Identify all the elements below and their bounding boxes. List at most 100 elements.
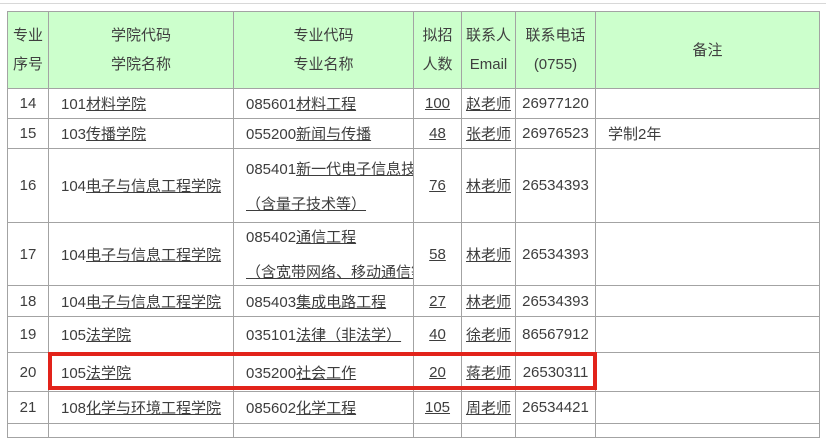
contact-cell: 林老师: [461, 285, 516, 317]
major-link[interactable]: 新闻与传播: [296, 126, 372, 143]
header-line: 拟招: [422, 27, 453, 44]
college-code: 104: [61, 178, 87, 195]
major-link[interactable]: 通信工程: [296, 229, 357, 246]
row-seq: 17: [7, 222, 49, 286]
major-line: 085401新一代电子信息技术: [246, 158, 413, 179]
college-link[interactable]: 法学院: [86, 327, 132, 344]
quota-cell: 76: [413, 148, 462, 223]
college-link[interactable]: 材料学院: [86, 96, 147, 113]
major-note-link[interactable]: （含宽带网络、移动通信等）: [246, 264, 413, 281]
major-line: 085602化学工程: [246, 397, 407, 418]
remark-cell: [595, 316, 820, 353]
quota-link[interactable]: 100: [424, 95, 451, 112]
major-link[interactable]: 化学工程: [296, 400, 357, 417]
college-link[interactable]: 法学院: [86, 364, 132, 382]
college-link[interactable]: 化学与环境工程学院: [86, 400, 222, 417]
contact-link[interactable]: 蒋老师: [465, 364, 511, 382]
contact-link[interactable]: 周老师: [465, 400, 511, 417]
major-cell: 085403集成电路工程: [233, 285, 414, 317]
contact-link[interactable]: 张老师: [465, 126, 511, 143]
quota-cell: 58: [413, 222, 462, 286]
college-link[interactable]: 电子与信息工程学院: [86, 178, 222, 195]
quota-link[interactable]: 27: [429, 292, 446, 310]
quota-cell: 40: [413, 316, 462, 353]
row-seq: 14: [7, 88, 49, 119]
major-cell: 085402通信工程 （含宽带网络、移动通信等）: [233, 222, 414, 286]
table-row: 18 104电子与信息工程学院 085403集成电路工程 27 林老师 2653…: [7, 285, 820, 317]
contact-cell: 赵老师: [461, 88, 516, 119]
quota-link[interactable]: 40: [429, 326, 446, 343]
row-seq: 19: [7, 316, 49, 353]
college-link[interactable]: 传播学院: [86, 126, 147, 143]
phone-cell: 26534393: [515, 222, 596, 286]
major-code: 085403: [246, 293, 297, 311]
contact-cell: 徐老师: [461, 316, 516, 353]
phone-cell: 26976523: [515, 118, 596, 149]
contact-link[interactable]: 林老师: [465, 293, 511, 311]
major-link[interactable]: 新一代电子信息技术: [296, 160, 412, 178]
table-row: 17 104电子与信息工程学院 085402通信工程 （含宽带网络、移动通信等）…: [7, 222, 820, 286]
college-code: 103: [61, 126, 87, 143]
major-cell: 055200新闻与传播: [233, 118, 414, 149]
col-header-phone: 联系电话 (0755): [515, 11, 596, 89]
major-line: 035101法律（非法学）: [246, 324, 407, 345]
major-cell: 085602化学工程: [233, 391, 414, 424]
header-line: 学院名称: [110, 56, 171, 73]
major-code: 085601: [246, 96, 297, 113]
college-link[interactable]: 电子与信息工程学院: [86, 246, 222, 264]
major-note-line: （含宽带网络、移动通信等）: [246, 261, 413, 282]
header-line: 学院代码: [110, 27, 171, 44]
quota-link[interactable]: 20: [429, 363, 446, 381]
major-cell: 085601材料工程: [233, 88, 414, 119]
row-seq: 18: [7, 285, 49, 317]
major-line: 055200新闻与传播: [246, 123, 407, 144]
major-link[interactable]: 社会工作: [296, 364, 357, 382]
college-code: 101: [61, 96, 87, 113]
contact-link[interactable]: 赵老师: [465, 96, 511, 113]
college-link[interactable]: 电子与信息工程学院: [86, 293, 222, 311]
table-row-highlighted: 20 105法学院 035200社会工作 20 蒋老师 26530311: [7, 352, 820, 392]
quota-link[interactable]: 76: [429, 177, 446, 194]
header-line: 专业代码: [293, 27, 354, 44]
major-line: 085601材料工程: [246, 93, 407, 114]
remark-cell: [595, 391, 820, 424]
header-line: (0755): [533, 56, 578, 73]
remark-cell: [595, 148, 820, 223]
header-line: 人数: [422, 56, 453, 73]
college-code: 105: [61, 327, 87, 344]
contact-cell: 林老师: [461, 222, 516, 286]
quota-link[interactable]: 58: [429, 245, 446, 263]
major-code: 085402: [246, 229, 297, 246]
header-line: 联系电话: [525, 27, 586, 44]
row-seq: 15: [7, 118, 49, 149]
table-row: 14 101材料学院 085601材料工程 100 赵老师 26977120: [7, 88, 820, 119]
major-line: 035200社会工作: [246, 362, 407, 383]
contact-link[interactable]: 徐老师: [465, 327, 511, 344]
quota-cell: 20: [413, 352, 462, 392]
major-link[interactable]: 集成电路工程: [296, 293, 387, 311]
major-link[interactable]: 法律（非法学）: [296, 327, 402, 344]
college-cell: 108化学与环境工程学院: [48, 391, 234, 424]
major-cell: 085401新一代电子信息技术 （含量子技术等）: [233, 148, 414, 223]
major-note-link[interactable]: （含量子技术等）: [246, 195, 367, 213]
major-note-line: （含量子技术等）: [246, 193, 407, 214]
major-link[interactable]: 材料工程: [296, 96, 357, 113]
college-cell: 105法学院: [48, 352, 234, 392]
row-seq: 16: [7, 148, 49, 223]
col-header-remark: 备注: [595, 11, 820, 89]
remark-cell: [595, 285, 820, 317]
remark-cell: 学制2年: [595, 118, 820, 149]
header-line: 联系人: [465, 27, 511, 44]
col-header-seq: 专业 序号: [7, 11, 49, 89]
major-code: 085401: [246, 160, 297, 178]
phone-cell: 86567912: [515, 316, 596, 353]
quota-link[interactable]: 105: [424, 399, 451, 416]
contact-cell: 林老师: [461, 148, 516, 223]
remark-cell: [595, 222, 820, 286]
contact-link[interactable]: 林老师: [465, 246, 511, 264]
contact-link[interactable]: 林老师: [465, 178, 511, 195]
major-cell: 035200社会工作: [233, 352, 414, 392]
college-cell: 104电子与信息工程学院: [48, 285, 234, 317]
quota-link[interactable]: 48: [429, 125, 446, 142]
college-cell: 104电子与信息工程学院: [48, 222, 234, 286]
